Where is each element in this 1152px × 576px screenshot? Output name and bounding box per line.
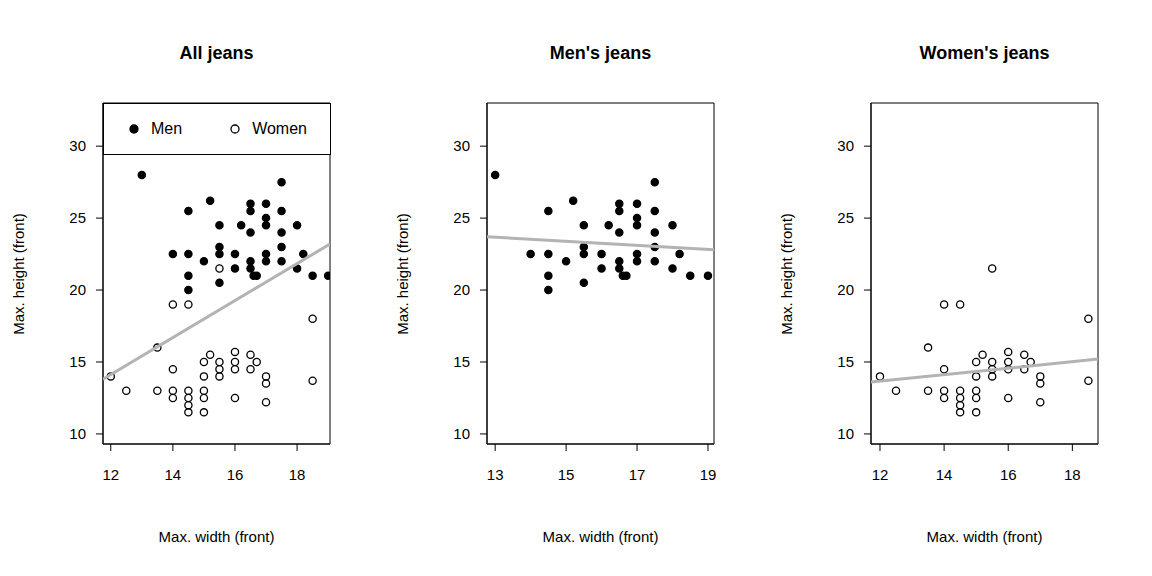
svg-text:25: 25 [453,209,470,226]
html-text:Women's jeans: Women's jeans [919,43,1050,63]
svg-text:16: 16 [227,466,244,483]
svg-text:14: 14 [165,466,182,483]
svg-text:15: 15 [69,353,86,370]
svg-text:25: 25 [837,209,854,226]
svg-text:25: 25 [69,209,86,226]
svg-text:18: 18 [289,466,306,483]
svg-text:20: 20 [69,281,86,298]
svg-text:30: 30 [453,137,470,154]
html-text:Men: Men [151,120,183,137]
svg-text:20: 20 [453,281,470,298]
svg-text:16: 16 [1000,466,1017,483]
html-text:Max. height (front): Max. height (front) [9,212,26,335]
svg-text:30: 30 [69,137,86,154]
svg-text:20: 20 [837,281,854,298]
html-text:Women: Women [252,120,307,137]
svg-text:30: 30 [837,137,854,154]
svg-text:10: 10 [837,425,854,442]
svg-text:14: 14 [936,466,953,483]
svg-text:17: 17 [629,466,646,483]
svg-text:15: 15 [558,466,575,483]
svg-text:10: 10 [69,425,86,442]
svg-text:12: 12 [872,466,889,483]
html-text:Men's jeans: Men's jeans [549,43,652,63]
html-text:All jeans: All jeans [179,43,254,63]
svg-text:19: 19 [700,466,717,483]
svg-text:15: 15 [453,353,470,370]
html-text:Max. width (front): Max. width (front) [926,528,1043,545]
svg-text:12: 12 [102,466,119,483]
svg-text:18: 18 [1064,466,1081,483]
html-text:Max. width (front): Max. width (front) [542,528,659,545]
svg-text:10: 10 [453,425,470,442]
html-text:Max. height (front): Max. height (front) [777,212,794,335]
html-text:Max. height (front): Max. height (front) [393,212,410,335]
html-text:Max. width (front): Max. width (front) [158,528,275,545]
svg-text:15: 15 [837,353,854,370]
svg-text:13: 13 [487,466,504,483]
